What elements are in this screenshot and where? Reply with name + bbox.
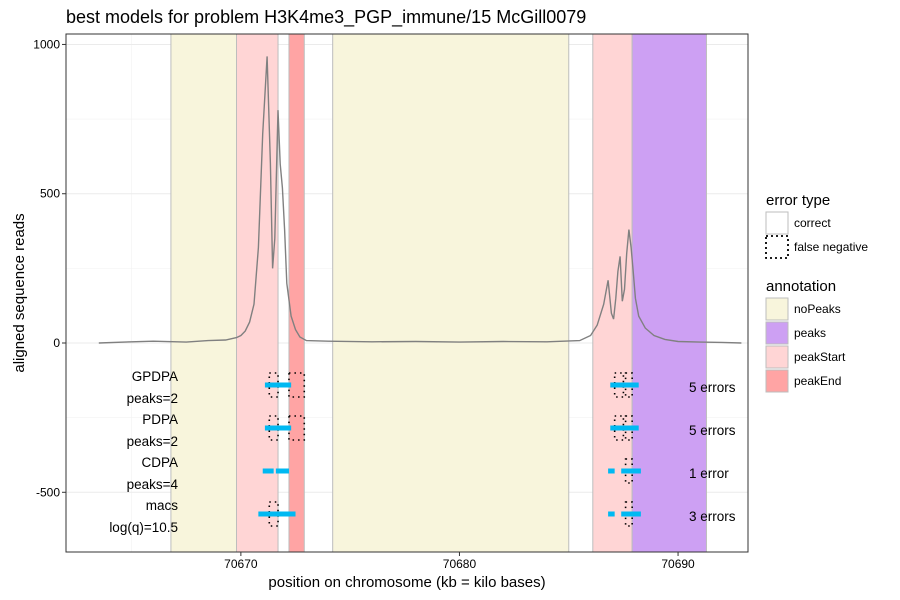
model-layer: GPDPA peaks=2 5 errors PDPA peaks=2 5 errors C… [109, 369, 735, 535]
legend-key-error [765, 235, 789, 259]
legend-label: noPeaks [794, 302, 841, 316]
annotation-peaks [631, 33, 707, 553]
x-axis-title: position on chromosome (kb = kilo bases) [268, 574, 545, 591]
model-name: GPDPA [132, 369, 178, 384]
y-axis-title: aligned sequence reads [11, 213, 28, 372]
annotation-rects [170, 33, 707, 553]
model-errors: 5 errors [689, 380, 736, 395]
annotation-noPeaks [332, 33, 570, 553]
legend-label: peaks [794, 326, 826, 340]
legend-key-annotation [765, 297, 789, 321]
model-param: peaks=2 [127, 434, 178, 449]
legend: error type correct false negative annotatio… [765, 192, 868, 393]
y-tick-label: 1000 [33, 37, 60, 51]
y-axis: -500 0 500 1000 [33, 37, 66, 499]
model-param: peaks=2 [127, 391, 178, 406]
y-tick-label: 0 [53, 336, 60, 350]
legend-label: peakStart [794, 350, 846, 364]
model-errors: 1 error [689, 466, 729, 481]
annotation-peakEnd [288, 33, 305, 553]
legend-title-annotation: annotation [766, 278, 836, 295]
y-tick-label: 500 [40, 187, 60, 201]
x-tick-label: 70670 [224, 557, 258, 571]
legend-key-annotation [765, 369, 789, 393]
legend-title-error: error type [766, 192, 830, 209]
false-negative-box [624, 415, 633, 441]
annotation-noPeaks [170, 33, 237, 553]
coverage-line [98, 56, 742, 344]
annotation-peakStart [592, 33, 633, 553]
model-name: PDPA [142, 412, 178, 427]
legend-key-error [765, 211, 789, 235]
panel-border [65, 33, 749, 553]
model-errors: 5 errors [689, 423, 736, 438]
legend-key-annotation [765, 321, 789, 345]
false-negative-box [624, 501, 633, 527]
annotation-peakStart [236, 33, 279, 553]
model-name: CDPA [141, 455, 178, 470]
coverage-layer [98, 56, 742, 344]
x-axis: 70670 70680 70690 [224, 552, 695, 571]
model-param: log(q)=10.5 [109, 520, 178, 535]
x-tick-label: 70690 [661, 557, 695, 571]
model-errors: 3 errors [689, 509, 736, 524]
false-negative-box [624, 372, 633, 398]
chart-title: best models for problem H3K4me3_PGP_immu… [66, 7, 586, 28]
legend-key-annotation [765, 345, 789, 369]
y-tick-label: -500 [36, 485, 60, 499]
model-name: macs [146, 498, 179, 513]
legend-label: false negative [794, 240, 868, 254]
legend-label: correct [794, 216, 831, 230]
false-negative-box [624, 458, 633, 484]
legend-label: peakEnd [794, 374, 841, 388]
x-tick-label: 70680 [443, 557, 477, 571]
model-param: peaks=4 [127, 477, 179, 492]
